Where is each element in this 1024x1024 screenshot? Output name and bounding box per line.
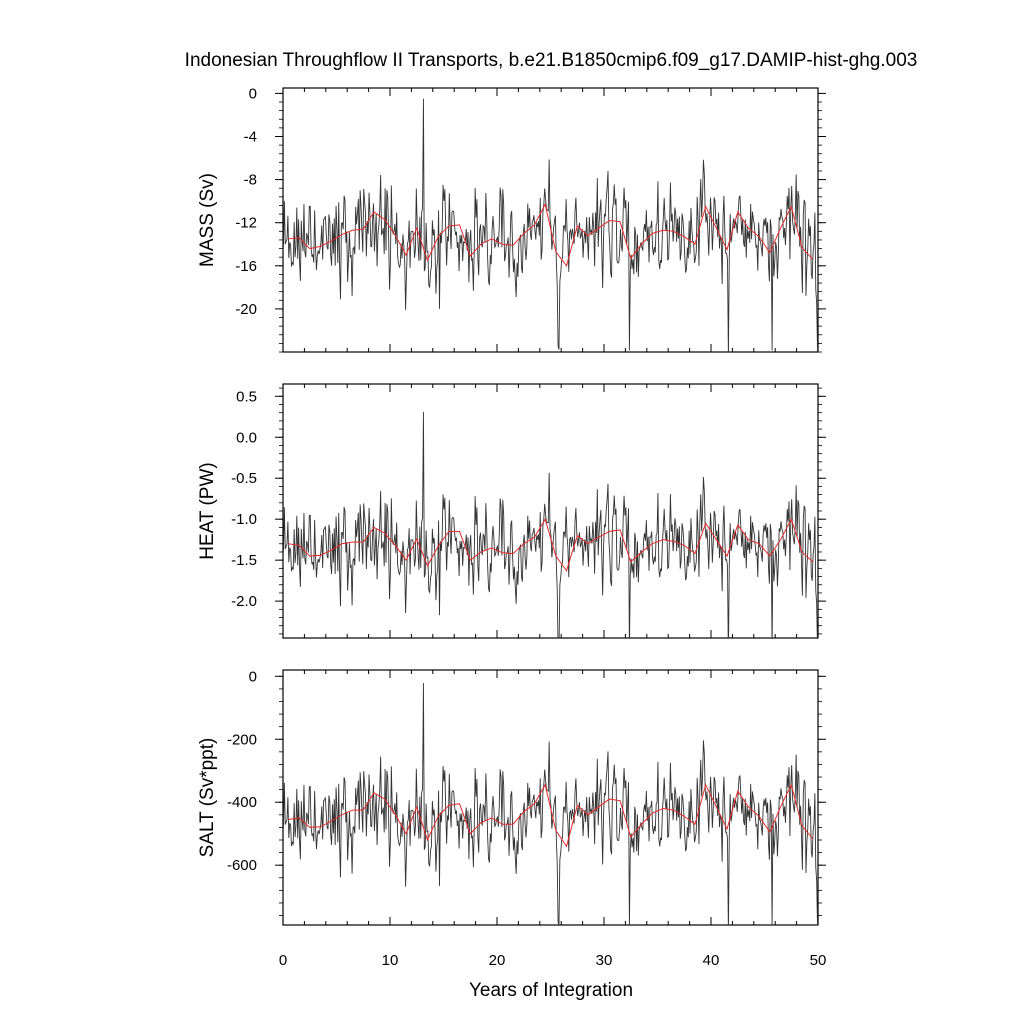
y-tick-label: -4 — [244, 128, 257, 145]
y-tick-label: -2.0 — [231, 593, 257, 610]
annual-mean-line — [288, 783, 814, 848]
y-tick-label: 0.5 — [236, 388, 257, 405]
y-tick-label: -400 — [227, 794, 257, 811]
annual-mean-line — [288, 202, 814, 267]
y-tick-label: -20 — [235, 301, 257, 318]
chart-title: Indonesian Throughflow II Transports, b.… — [185, 50, 918, 71]
y-tick-label: -1.5 — [231, 552, 257, 569]
x-tick-label: 20 — [489, 952, 506, 969]
x-tick-label: 50 — [810, 952, 827, 969]
y-axis-label: HEAT (PW) — [197, 462, 218, 559]
y-tick-label: 0 — [249, 668, 257, 685]
x-tick-label: 30 — [596, 952, 613, 969]
x-tick-label: 40 — [703, 952, 720, 969]
y-tick-label: 0 — [249, 85, 257, 102]
panel-frame — [282, 87, 819, 353]
annual-mean-line — [288, 517, 813, 572]
y-axis-label: SALT (Sv*ppt) — [197, 738, 218, 858]
y-tick-label: -0.5 — [231, 470, 257, 487]
panel-1: 0 -4 -8 -12 -16 -20 MASS (Sv) — [197, 85, 826, 353]
y-axis-label: MASS (Sv) — [197, 173, 218, 267]
y-tick-label: -8 — [244, 172, 257, 189]
y-tick-label: -12 — [235, 215, 257, 232]
y-tick-label: 0.0 — [236, 429, 257, 446]
y-tick-label: -200 — [227, 731, 257, 748]
y-tick-label: -16 — [235, 258, 257, 275]
panel-3: 0 -200 -400 -600 SALT (Sv*ppt) — [197, 668, 826, 926]
y-tick-label: -600 — [227, 857, 257, 874]
y-tick-label: -1.0 — [231, 511, 257, 528]
x-tick-label: 10 — [382, 952, 399, 969]
monthly-series-line — [283, 683, 818, 925]
x-axis-label: Years of Integration — [469, 980, 633, 1001]
panel-frame — [282, 669, 819, 926]
monthly-series-line — [283, 98, 818, 352]
x-tick-label: 0 — [279, 952, 287, 969]
panel-2: 0.5 0.0 -0.5 -1.0 -1.5 -2.0 HEAT (PW) — [197, 383, 826, 639]
monthly-series-line — [283, 411, 818, 638]
